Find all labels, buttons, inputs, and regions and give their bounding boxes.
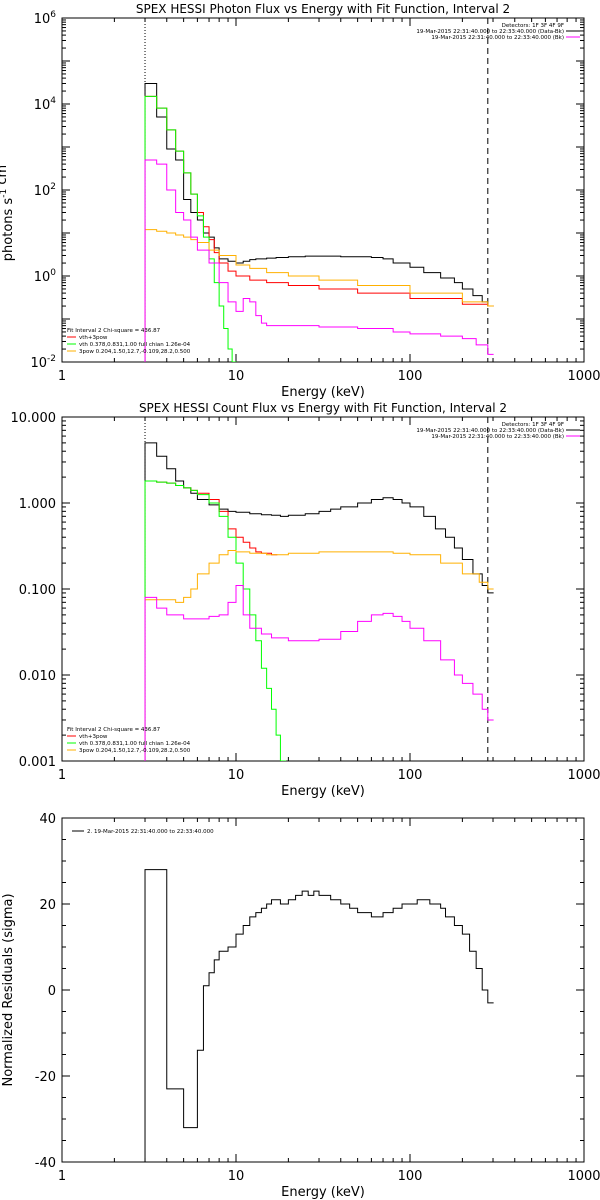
legend-top-entry: Detectors: 1F 3F 4F 9F [502,422,564,428]
x-tick-label: 1 [58,768,66,783]
x-tick-label: 100 [398,1169,423,1184]
y-tick-label: 0.100 [19,583,56,598]
x-axis-label: Energy (keV) [281,385,365,400]
x-tick-label: 100 [398,369,423,384]
legend-bottom-entry: vth 0.378,0.831,1.00 full chian 1.26e-04 [79,741,191,747]
x-tick-label: 1000 [567,1169,600,1184]
residuals-panel: 1 10 100 1000 -40 -20 0 20 40 Energy (keV) Normali… [1,812,600,1200]
series-line-3pow [144,229,494,362]
legend-top-entry: 19-Mar-2015 22:31:40.000 to 22:33:40.000… [431,434,564,440]
chart-title: SPEX HESSI Count Flux vs Energy with Fit… [139,401,507,415]
chart-title: SPEX HESSI Photon Flux vs Energy with Fi… [136,2,510,16]
series-line-3pow [144,550,494,761]
y-tick-label: 0.001 [19,755,56,770]
plot-frame [61,416,585,762]
y-tick-label: 40 [39,812,56,827]
photon-flux-panel: 1 10 100 1000 10-2 100 102 104 106 SPEX HESSI Pho… [0,2,600,400]
legend-top-entry: 19-Mar-2015 22:31:40.000 to 22:33:40.000… [416,29,564,35]
count-flux-panel: 1 10 100 1000 0.001 0.010 0.100 1.000 10.000 SPEX… [11,401,600,799]
plot-frame [61,817,585,1163]
y-tick-label: 102 [34,182,56,199]
series-group [144,82,494,362]
y-axis-label: photons s-1 cm-2 keV-1 [0,119,16,261]
series-line-data [144,442,494,761]
series-line-vth-3pow [144,95,494,362]
x-tick-label: 1 [58,1169,66,1184]
y-tick-label: 1.000 [19,497,56,512]
y-tick-label: 0 [48,984,56,999]
y-tick-label: 10.000 [11,411,57,426]
series-line-vth [144,480,287,761]
x-tick-label: 10 [228,768,245,783]
legend-bottom-entry: Fit Interval 2 Chi-square = 436.87 [67,328,161,334]
x-tick-label: 100 [398,768,423,783]
x-tick-label: 10 [228,1169,245,1184]
series-line-background [144,159,494,362]
x-tick-label: 1000 [567,768,600,783]
x-tick-label: 1 [58,369,66,384]
series-line-vth [144,95,237,362]
y-tick-label: 104 [34,96,57,113]
series-line-data [144,82,494,362]
y-axis-label: Normalized Residuals (sigma) [1,893,16,1086]
y-tick-label: -40 [35,1156,56,1171]
y-tick-label: 106 [34,10,57,27]
y-tick-label: -20 [35,1070,56,1085]
legend-bottom-entry: 3pow 0.204,1.50,12.7,-0.109,28.2,0.500 [79,349,191,355]
legend-bottom-entry: vth+3pow [79,335,108,341]
series-group [144,442,494,761]
plot-frame [61,17,585,363]
y-tick-label: 100 [34,268,57,285]
legend-entry: 2. 19-Mar-2015 22:31:40.000 to 22:33:40.… [87,829,214,835]
x-tick-label: 1000 [567,369,600,384]
x-axis-label: Energy (keV) [281,784,365,799]
legend-top-entry: 19-Mar-2015 22:31:40.000 to 22:33:40.000… [431,35,564,41]
series-group [144,869,494,1162]
legend-top-entry: Detectors: 1F 3F 4F 9F [502,23,564,29]
legend-bottom-entry: Fit Interval 2 Chi-square = 436.87 [67,727,161,733]
y-tick-label: 10-2 [30,354,56,371]
series-line-background [144,584,494,761]
x-tick-label: 10 [228,369,245,384]
series-line-vth-3pow [144,480,278,761]
legend-bottom-entry: 3pow 0.204,1.50,12.7,-0.109,28.2,0.500 [79,748,191,754]
y-tick-label: 0.010 [19,669,56,684]
legend-top-entry: 19-Mar-2015 22:31:40.000 to 22:33:40.000… [416,428,564,434]
legend-bottom-entry: vth+3pow [79,734,108,740]
x-axis-label: Energy (keV) [281,1185,365,1200]
y-tick-label: 20 [39,898,56,913]
series-line-residuals [144,869,494,1162]
legend-bottom-entry: vth 0.378,0.831,1.00 full chian 1.26e-04 [79,342,191,348]
